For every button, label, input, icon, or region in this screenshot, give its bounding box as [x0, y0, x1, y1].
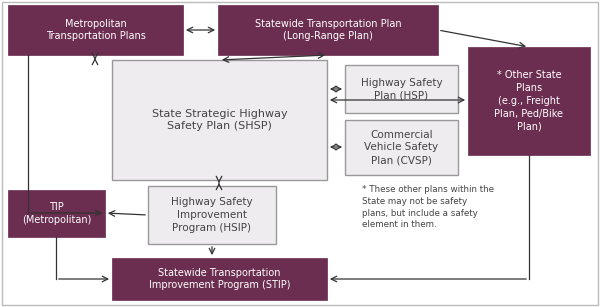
Text: Statewide Transportation
Improvement Program (STIP): Statewide Transportation Improvement Pro… [149, 268, 290, 290]
Text: Metropolitan
Transportation Plans: Metropolitan Transportation Plans [46, 19, 145, 41]
FancyBboxPatch shape [148, 186, 276, 244]
FancyBboxPatch shape [345, 120, 458, 175]
Text: Statewide Transportation Plan
(Long-Range Plan): Statewide Transportation Plan (Long-Rang… [254, 19, 401, 41]
FancyBboxPatch shape [8, 190, 105, 237]
FancyBboxPatch shape [218, 5, 438, 55]
FancyBboxPatch shape [112, 258, 327, 300]
Text: Highway Safety
Plan (HSP): Highway Safety Plan (HSP) [361, 78, 442, 100]
FancyBboxPatch shape [8, 5, 183, 55]
Text: Highway Safety
Improvement
Program (HSIP): Highway Safety Improvement Program (HSIP… [171, 197, 253, 233]
Text: State Strategic Highway
Safety Plan (SHSP): State Strategic Highway Safety Plan (SHS… [152, 109, 287, 131]
FancyBboxPatch shape [112, 60, 327, 180]
Text: * These other plans within the
State may not be safety
plans, but include a safe: * These other plans within the State may… [362, 185, 494, 229]
Text: * Other State
Plans
(e.g., Freight
Plan, Ped/Bike
Plan): * Other State Plans (e.g., Freight Plan,… [494, 70, 563, 132]
Text: TIP
(Metropolitan): TIP (Metropolitan) [22, 202, 91, 225]
FancyBboxPatch shape [468, 47, 590, 155]
FancyBboxPatch shape [345, 65, 458, 113]
Text: Commercial
Vehicle Safety
Plan (CVSP): Commercial Vehicle Safety Plan (CVSP) [364, 130, 439, 165]
